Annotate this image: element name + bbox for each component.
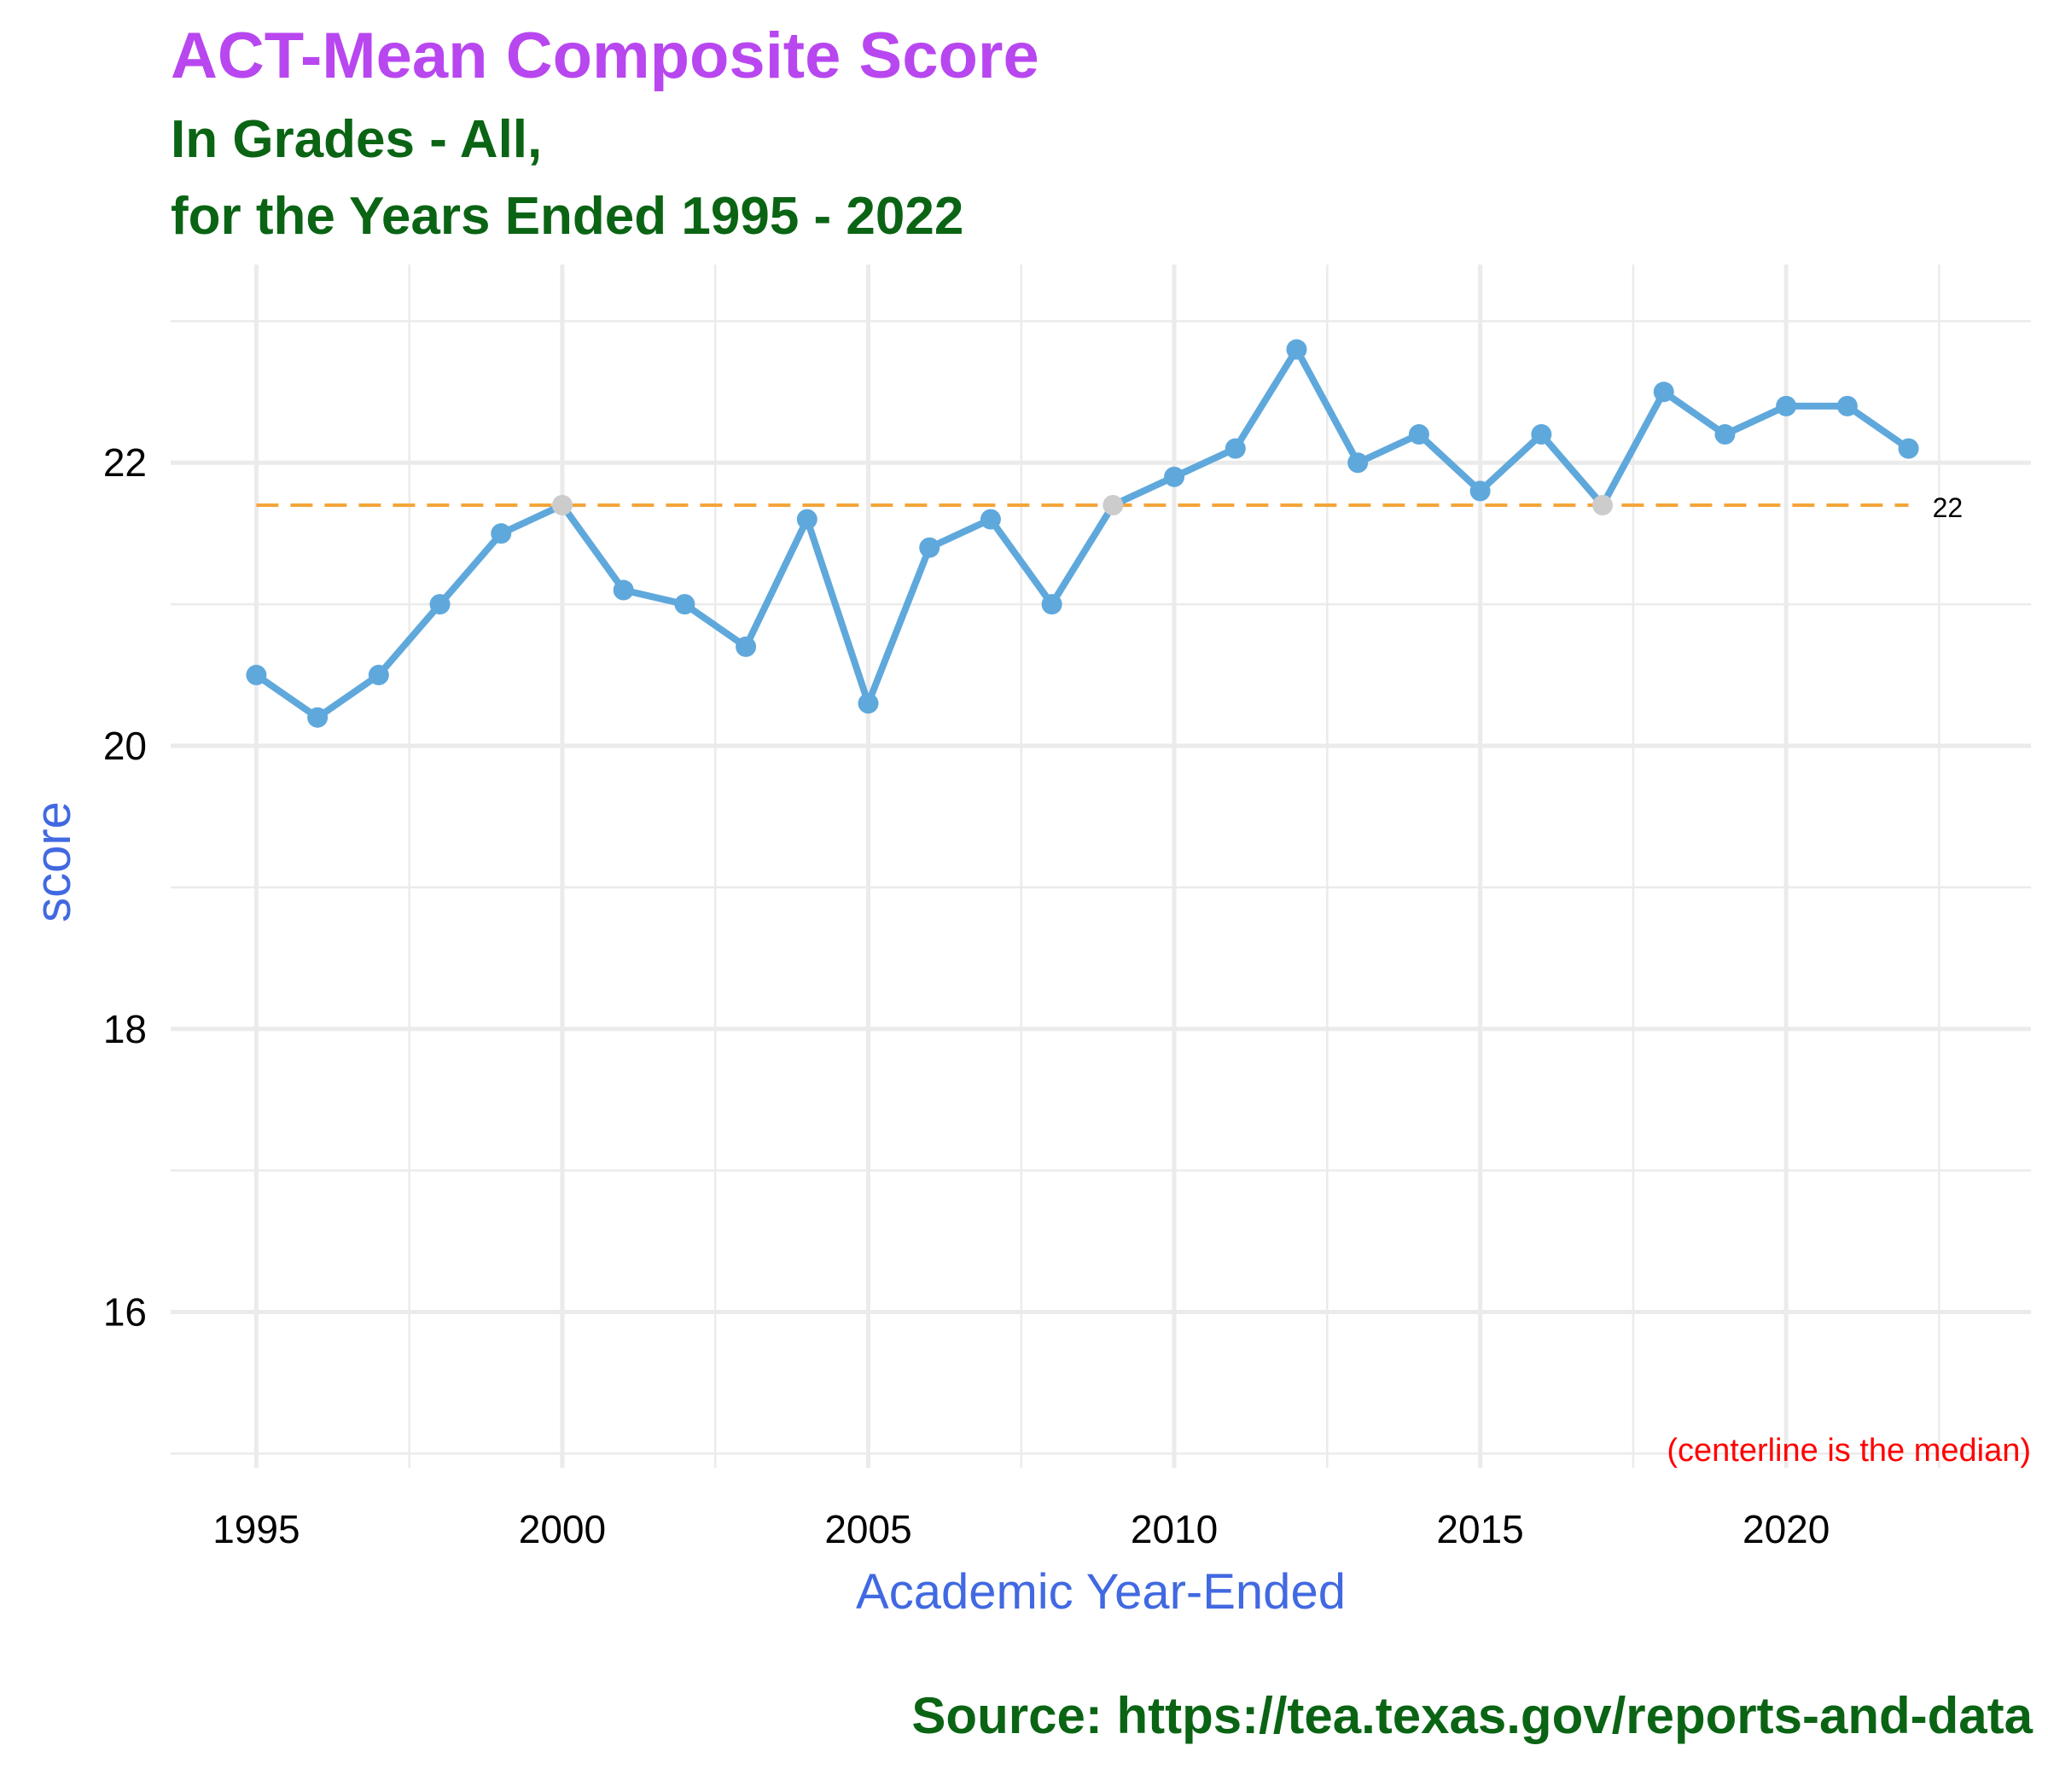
data-point — [307, 707, 329, 728]
data-point — [858, 693, 879, 714]
y-tick-label: 18 — [103, 1007, 147, 1051]
data-point — [1286, 339, 1307, 360]
data-point — [1776, 395, 1797, 416]
data-point — [736, 636, 757, 657]
chart-subtitle-years: for the Years Ended 1995 - 2022 — [171, 187, 964, 246]
x-tick-label: 2010 — [1131, 1507, 1218, 1551]
data-point — [1041, 594, 1062, 615]
axis-tick-labels: 1995 2000 2005 2010 2015 2020 16 18 20 22 — [103, 440, 1830, 1551]
data-point — [551, 495, 573, 515]
score-series — [246, 339, 1919, 728]
data-point — [246, 665, 267, 686]
source-caption: Source: https://tea.texas.gov/reports-an… — [911, 1687, 2033, 1744]
data-point — [1469, 480, 1491, 502]
data-point — [1408, 424, 1429, 445]
data-point — [1103, 495, 1124, 515]
data-point — [980, 509, 1001, 530]
median-centerline: 22 — [256, 492, 1963, 523]
y-tick-label: 22 — [103, 440, 147, 485]
data-point — [429, 594, 451, 615]
y-tick-label: 16 — [103, 1290, 147, 1335]
data-point — [491, 523, 512, 544]
x-tick-label: 2020 — [1743, 1507, 1830, 1551]
data-point — [1347, 452, 1369, 474]
data-point — [1653, 381, 1674, 403]
median-value-label: 22 — [1933, 492, 1964, 523]
data-point — [919, 537, 940, 558]
data-point — [368, 665, 389, 686]
data-point — [674, 594, 695, 615]
x-tick-label: 2005 — [824, 1507, 911, 1551]
x-tick-label: 2015 — [1436, 1507, 1523, 1551]
data-point — [796, 509, 817, 530]
y-axis-title: score — [26, 801, 81, 922]
data-point — [613, 579, 634, 601]
data-point — [1531, 424, 1552, 445]
data-point — [1164, 466, 1185, 487]
grid-lines — [171, 265, 2031, 1468]
data-point — [1836, 395, 1858, 416]
chart-title: ACT-Mean Composite Score — [171, 20, 1039, 92]
data-point — [1225, 438, 1246, 459]
data-point — [1592, 495, 1614, 515]
x-tick-label: 1995 — [212, 1507, 300, 1551]
y-tick-label: 20 — [103, 724, 147, 768]
data-point — [1898, 438, 1919, 459]
median-note: (centerline is the median) — [1667, 1433, 2031, 1469]
score-line — [253, 346, 1912, 721]
chart-subtitle-grades: In Grades - All, — [171, 110, 543, 169]
x-axis-title: Academic Year-Ended — [856, 1564, 1346, 1620]
x-tick-label: 2000 — [519, 1507, 606, 1551]
data-point — [1714, 424, 1736, 445]
